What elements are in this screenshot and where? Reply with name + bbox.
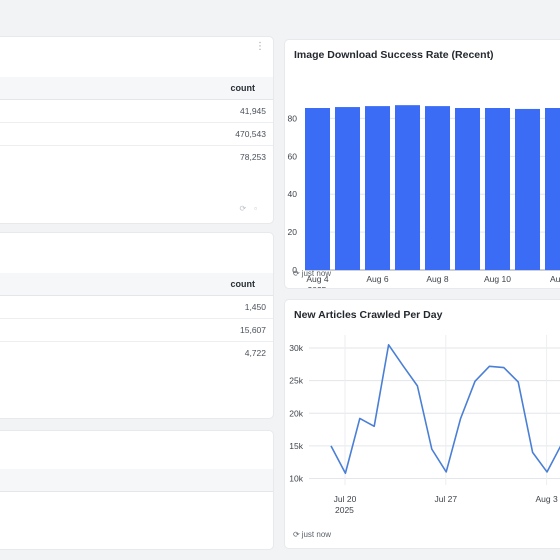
bar (485, 108, 510, 270)
refresh-icon[interactable]: ⟳ (293, 269, 300, 278)
table-header (0, 469, 273, 492)
refresh-icon[interactable]: ⟳ (293, 530, 300, 539)
table-card-middle: count 1,450 15,607 4,722 (0, 233, 273, 418)
x-tick-label: Aug 10 (484, 274, 511, 284)
bar (455, 108, 480, 270)
x-tick-sublabel: 2025 (308, 285, 327, 288)
table-header: count (0, 77, 273, 100)
kebab-menu-icon[interactable]: ⋮ (255, 41, 265, 52)
chart-footer: ⟳ just now (293, 269, 331, 278)
x-tick-label: Aug 6 (366, 274, 388, 284)
count-cell: 41,945 (240, 106, 266, 116)
x-tick-label: Jul 27 (434, 494, 457, 504)
count-cell: 78,253 (240, 152, 266, 162)
y-tick-label: 20 (288, 227, 298, 237)
series-line (330, 343, 560, 475)
bar (545, 108, 560, 270)
bar (395, 105, 420, 270)
table-row: 4,722 (0, 342, 273, 364)
card-footer-icons: ⟳▫ (239, 204, 265, 213)
column-header-count[interactable]: count (230, 83, 256, 93)
y-tick-label: 0 (292, 265, 297, 275)
bar (305, 108, 330, 270)
bar (365, 106, 390, 271)
bar (515, 108, 540, 270)
y-tick-label: 80 (288, 113, 298, 123)
count-cell: 470,543 (235, 129, 266, 139)
column-header-count[interactable]: count (230, 279, 256, 289)
x-tick-label: Aug 4 (306, 274, 328, 284)
last-updated: just now (301, 269, 332, 278)
chart-card-articles-crawled: New Articles Crawled Per Day 10k 15k 20k 25… (285, 300, 560, 548)
x-tick-sublabel: 2025 (335, 505, 354, 515)
count-cell: 1,450 (244, 302, 266, 312)
expand-icon[interactable]: ▫ (254, 204, 265, 213)
x-tick-label: Aug 8 (426, 274, 448, 284)
count-cell: 4,722 (244, 348, 266, 358)
y-tick-label: 40 (288, 189, 298, 199)
x-tick-label: Aug 3 (535, 494, 557, 504)
bar (425, 106, 450, 271)
chart-title: Image Download Success Rate (Recent) (294, 49, 494, 61)
table-card-bottom (0, 431, 273, 549)
count-cell: 15,607 (240, 325, 266, 335)
x-tick-label: Aug (550, 274, 560, 284)
y-tick-label: 25k (289, 376, 303, 386)
table-header: count (0, 273, 273, 296)
y-tick-label: 20k (289, 408, 303, 418)
chart-card-success-rate: Image Download Success Rate (Recent) 0 20… (285, 40, 560, 288)
last-updated: just now (301, 530, 332, 539)
refresh-icon[interactable]: ⟳ (239, 204, 255, 213)
table-row: 78,253 (0, 146, 273, 168)
y-tick-label: 15k (289, 441, 303, 451)
table-row: 15,607 (0, 319, 273, 342)
table-row: 470,543 (0, 123, 273, 146)
table-row: 1,450 (0, 296, 273, 319)
table-card-top: ⋮ count 41,945 470,543 78,253 ⟳▫ (0, 37, 273, 223)
table-row: 41,945 (0, 100, 273, 123)
x-tick-label: Jul 20 (334, 494, 357, 504)
chart-footer: ⟳ just now (293, 530, 331, 539)
chart-title: New Articles Crawled Per Day (294, 309, 443, 321)
y-tick-label: 60 (288, 151, 298, 161)
y-tick-label: 30k (289, 343, 303, 353)
bar (335, 107, 360, 270)
y-tick-label: 10k (289, 473, 303, 483)
